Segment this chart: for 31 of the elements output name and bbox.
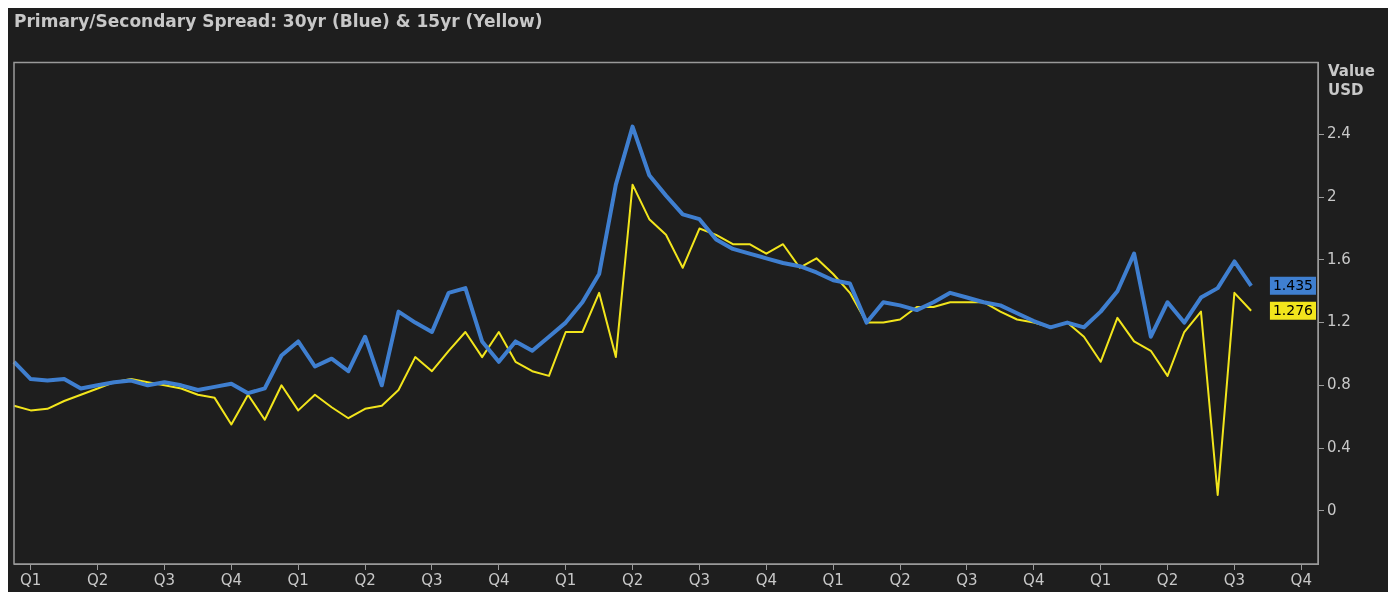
- y-tick-label: 0.4: [1327, 437, 1351, 456]
- x-tick-label: Q3: [688, 570, 711, 589]
- x-tick-label: Q3: [956, 570, 978, 589]
- x-tick-label: Q2: [1156, 570, 1179, 589]
- chart-title: Primary/Secondary Spread: 30yr (Blue) & 15yr (Yellow): [14, 10, 543, 31]
- x-tick-label: Q3: [1223, 570, 1246, 589]
- x-tick-label: Q4: [488, 570, 510, 589]
- x-tick-label: Q1: [555, 570, 577, 589]
- y-tick-label: 0.8: [1327, 375, 1351, 394]
- x-tick-label: Q2: [354, 570, 376, 589]
- y-axis-title: Value USD: [1328, 61, 1375, 99]
- y-tick-label: 0: [1327, 500, 1337, 519]
- x-tick-label: Q1: [287, 570, 309, 589]
- annotation: 1.435: [1272, 277, 1314, 294]
- x-tick-label: Q1: [822, 570, 844, 589]
- x-tick-label: Q2: [889, 570, 911, 589]
- y-tick-label: 2.4: [1327, 124, 1351, 143]
- x-tick-label: Q2: [621, 570, 644, 589]
- x-tick-label: Q4: [1290, 570, 1312, 589]
- annotation: 1.276: [1272, 302, 1314, 319]
- x-tick-label: Q1: [20, 570, 42, 589]
- x-tick-label: Q1: [1089, 570, 1112, 589]
- y-tick-label: 1.2: [1327, 312, 1351, 331]
- x-tick-label: Q3: [421, 570, 443, 589]
- y-tick-label: 2: [1327, 187, 1337, 206]
- y-tick-label: 1.6: [1327, 249, 1351, 268]
- x-tick-label: Q3: [153, 570, 176, 589]
- x-tick-label: Q2: [86, 570, 109, 589]
- x-tick-label: Q4: [755, 570, 777, 589]
- x-tick-label: Q4: [220, 570, 243, 589]
- x-tick-label: Q4: [1023, 570, 1045, 589]
